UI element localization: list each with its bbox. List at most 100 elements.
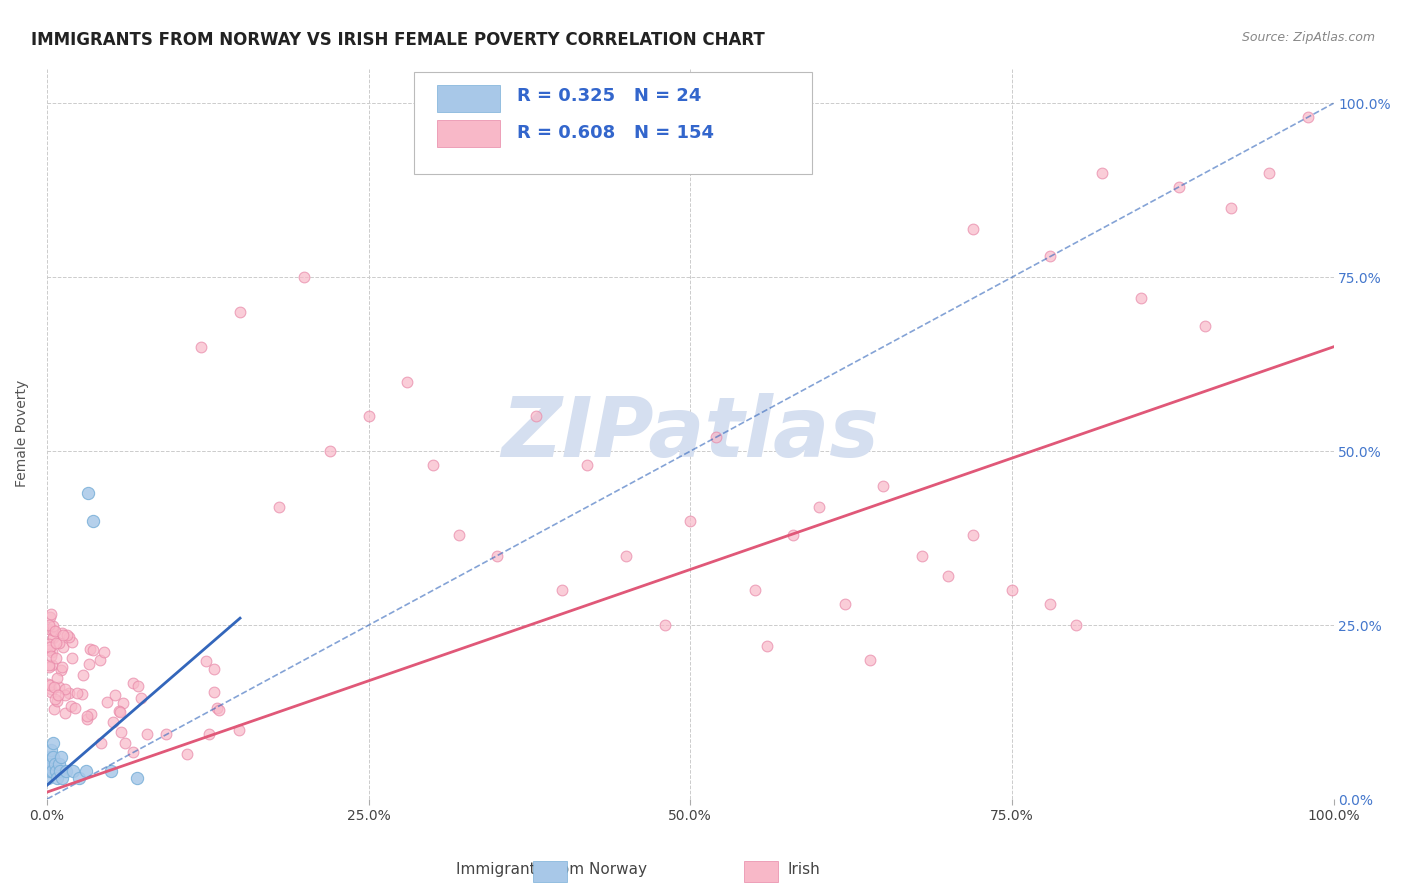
Point [396, 375, 419, 389]
Point [1219, 201, 1241, 215]
Point [1039, 597, 1062, 611]
Point [108, 704, 131, 718]
Point [38, 678, 60, 692]
Point [228, 723, 250, 738]
Point [205, 701, 228, 715]
Point [51, 750, 73, 764]
Point [76, 712, 98, 726]
Point [38, 764, 60, 779]
Point [60, 651, 83, 665]
Point [756, 639, 779, 653]
Point [44, 757, 66, 772]
Point [155, 727, 177, 741]
Point [41, 645, 63, 659]
Point [834, 597, 856, 611]
Point [1064, 618, 1087, 632]
Point [176, 747, 198, 761]
Point [49, 764, 72, 779]
Point [41, 607, 63, 622]
Point [58, 630, 80, 644]
Point [127, 679, 149, 693]
Point [524, 409, 547, 424]
Point [111, 696, 134, 710]
Point [60, 698, 83, 713]
Point [82, 642, 104, 657]
Point [110, 724, 132, 739]
Point [129, 690, 152, 705]
Point [1258, 166, 1281, 180]
Point [96, 695, 118, 709]
Point [44, 680, 66, 694]
Point [75, 764, 97, 779]
Point [39, 757, 62, 772]
Point [39, 609, 62, 624]
Point [229, 305, 252, 319]
Point [48, 688, 70, 702]
Point [190, 340, 212, 354]
Point [38, 622, 60, 636]
Point [49, 663, 72, 677]
Point [197, 727, 219, 741]
Point [80, 707, 103, 722]
Point [936, 569, 959, 583]
Point [39, 743, 62, 757]
Point [79, 641, 101, 656]
Point [38, 643, 60, 657]
Point [77, 657, 100, 671]
Point [63, 701, 86, 715]
Point [202, 685, 225, 699]
Point [37, 757, 59, 772]
Point [614, 549, 637, 563]
Point [53, 688, 76, 702]
Point [38, 637, 60, 651]
Point [66, 686, 89, 700]
Point [267, 500, 290, 514]
Point [38, 618, 60, 632]
Point [46, 672, 69, 686]
Point [1168, 179, 1191, 194]
Point [37, 677, 59, 691]
FancyBboxPatch shape [413, 72, 813, 175]
Point [122, 745, 145, 759]
Point [48, 636, 70, 650]
Point [110, 705, 132, 719]
Text: ZIPatlas: ZIPatlas [502, 393, 879, 475]
Point [41, 681, 63, 696]
Point [1296, 110, 1319, 124]
Point [962, 527, 984, 541]
Text: R = 0.608   N = 154: R = 0.608 N = 154 [516, 124, 714, 142]
Point [90, 736, 112, 750]
Point [576, 458, 599, 472]
Point [48, 680, 70, 694]
FancyBboxPatch shape [437, 85, 501, 112]
Point [72, 668, 94, 682]
Point [101, 714, 124, 729]
Point [121, 676, 143, 690]
Point [357, 409, 380, 424]
Point [654, 618, 676, 632]
Point [46, 771, 69, 785]
Point [41, 657, 63, 672]
Y-axis label: Female Poverty: Female Poverty [15, 380, 30, 487]
Point [48, 757, 70, 772]
Point [1194, 318, 1216, 333]
Point [45, 635, 67, 649]
Point [45, 651, 67, 665]
Point [72, 687, 94, 701]
Point [76, 708, 98, 723]
Point [52, 627, 75, 641]
Point [114, 736, 136, 750]
Point [704, 430, 727, 444]
Point [679, 514, 702, 528]
Point [77, 486, 100, 500]
Point [782, 527, 804, 541]
Point [136, 727, 159, 741]
Point [100, 764, 122, 779]
Point [42, 632, 65, 646]
Point [872, 479, 894, 493]
Point [38, 750, 60, 764]
Point [202, 662, 225, 676]
Point [53, 682, 76, 697]
Point [1001, 583, 1024, 598]
Text: IMMIGRANTS FROM NORWAY VS IRISH FEMALE POVERTY CORRELATION CHART: IMMIGRANTS FROM NORWAY VS IRISH FEMALE P… [31, 31, 765, 49]
